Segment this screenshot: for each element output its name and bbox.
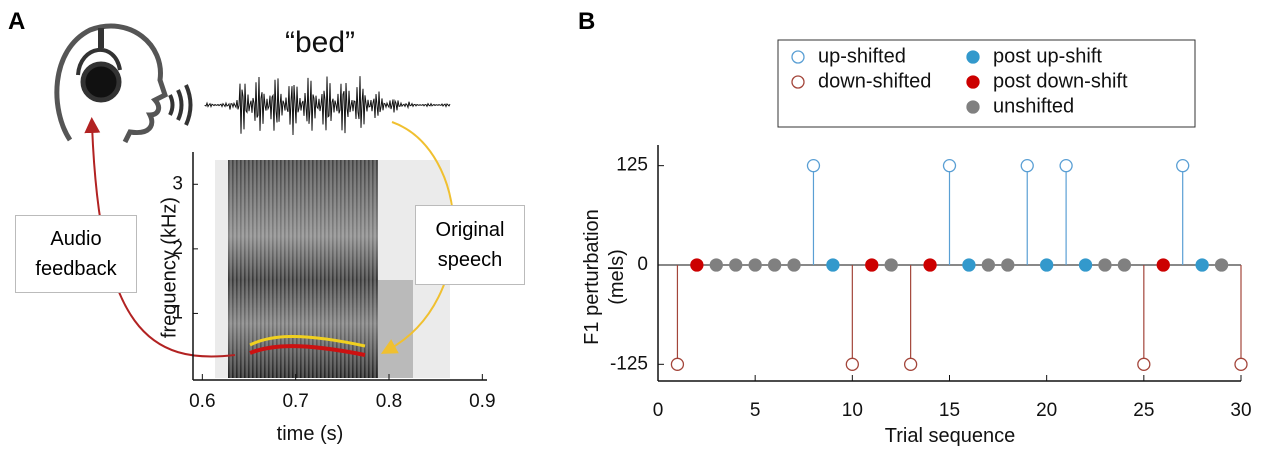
marker bbox=[1059, 159, 1073, 173]
marker bbox=[1001, 258, 1015, 272]
marker bbox=[1195, 258, 1209, 272]
marker bbox=[1137, 357, 1151, 371]
marker bbox=[1078, 258, 1093, 272]
marker bbox=[942, 159, 957, 173]
legend-marker bbox=[966, 50, 980, 64]
y-tick-label: 1 bbox=[172, 302, 183, 323]
marker bbox=[1098, 258, 1112, 272]
x-tick-label: 0.9 bbox=[469, 391, 495, 412]
marker bbox=[709, 258, 723, 272]
x-tick-label: 15 bbox=[939, 400, 960, 421]
legend-label: post down-shift bbox=[993, 70, 1128, 92]
original-box: Original speech bbox=[415, 205, 525, 285]
y-tick-label: 125 bbox=[616, 155, 648, 176]
panel-label: A bbox=[8, 8, 26, 35]
x-tick-label: 0.6 bbox=[189, 391, 215, 412]
marker bbox=[826, 258, 840, 272]
formant-track-original bbox=[249, 335, 366, 348]
x-tick-label: 10 bbox=[842, 400, 863, 421]
legend-marker bbox=[791, 75, 805, 89]
marker bbox=[787, 258, 801, 272]
marker bbox=[962, 258, 976, 272]
x-tick-label: 30 bbox=[1230, 400, 1251, 421]
marker bbox=[1214, 258, 1229, 272]
marker bbox=[690, 258, 704, 272]
legend-label: up-shifted bbox=[818, 45, 906, 67]
legend-marker bbox=[966, 100, 980, 114]
marker bbox=[1020, 159, 1034, 173]
y-axis-label: frequency (kHz) bbox=[158, 196, 181, 339]
legend-label: post up-shift bbox=[993, 45, 1102, 67]
marker bbox=[884, 258, 898, 272]
marker bbox=[806, 159, 821, 173]
legend-marker bbox=[791, 50, 805, 64]
head-icon bbox=[54, 23, 193, 144]
y-tick-label: 3 bbox=[172, 173, 183, 194]
x-tick-label: 0.8 bbox=[376, 391, 402, 412]
marker bbox=[767, 258, 782, 272]
marker bbox=[1234, 357, 1248, 371]
y-tick-label: 2 bbox=[172, 238, 183, 259]
x-axis-label: Trial sequence bbox=[884, 425, 1016, 447]
word-label: “bed” bbox=[284, 26, 356, 59]
marker bbox=[865, 258, 879, 272]
feedback-box: Audio feedback bbox=[15, 215, 137, 293]
marker bbox=[845, 357, 859, 371]
legend-box bbox=[777, 39, 1196, 128]
x-tick-label: 5 bbox=[750, 400, 761, 421]
x-tick-label: 20 bbox=[1036, 400, 1057, 421]
waveform bbox=[204, 76, 451, 136]
marker bbox=[923, 258, 937, 272]
marker bbox=[729, 258, 743, 272]
panel-label: B bbox=[578, 8, 596, 35]
y-tick-label: -125 bbox=[610, 353, 648, 374]
marker bbox=[748, 258, 762, 272]
legend-label: unshifted bbox=[993, 95, 1074, 117]
y-axis-label: F1 perturbation (mels) bbox=[581, 209, 628, 345]
marker bbox=[1040, 258, 1054, 272]
spectrogram-image bbox=[215, 160, 450, 378]
x-tick-label: 0 bbox=[653, 400, 664, 421]
feedback-arrow bbox=[84, 117, 236, 358]
formant-track-shifted bbox=[249, 344, 366, 357]
marker bbox=[903, 357, 918, 371]
marker bbox=[1117, 258, 1132, 272]
legend-label: down-shifted bbox=[818, 70, 931, 92]
marker bbox=[1176, 159, 1190, 173]
y-tick-label: 0 bbox=[637, 254, 648, 275]
marker bbox=[1156, 258, 1170, 272]
x-axis-label: time (s) bbox=[276, 423, 344, 445]
legend-marker bbox=[966, 75, 980, 89]
x-tick-label: 0.7 bbox=[282, 391, 308, 412]
marker bbox=[981, 258, 996, 272]
x-tick-label: 25 bbox=[1133, 400, 1154, 421]
marker bbox=[670, 357, 685, 371]
